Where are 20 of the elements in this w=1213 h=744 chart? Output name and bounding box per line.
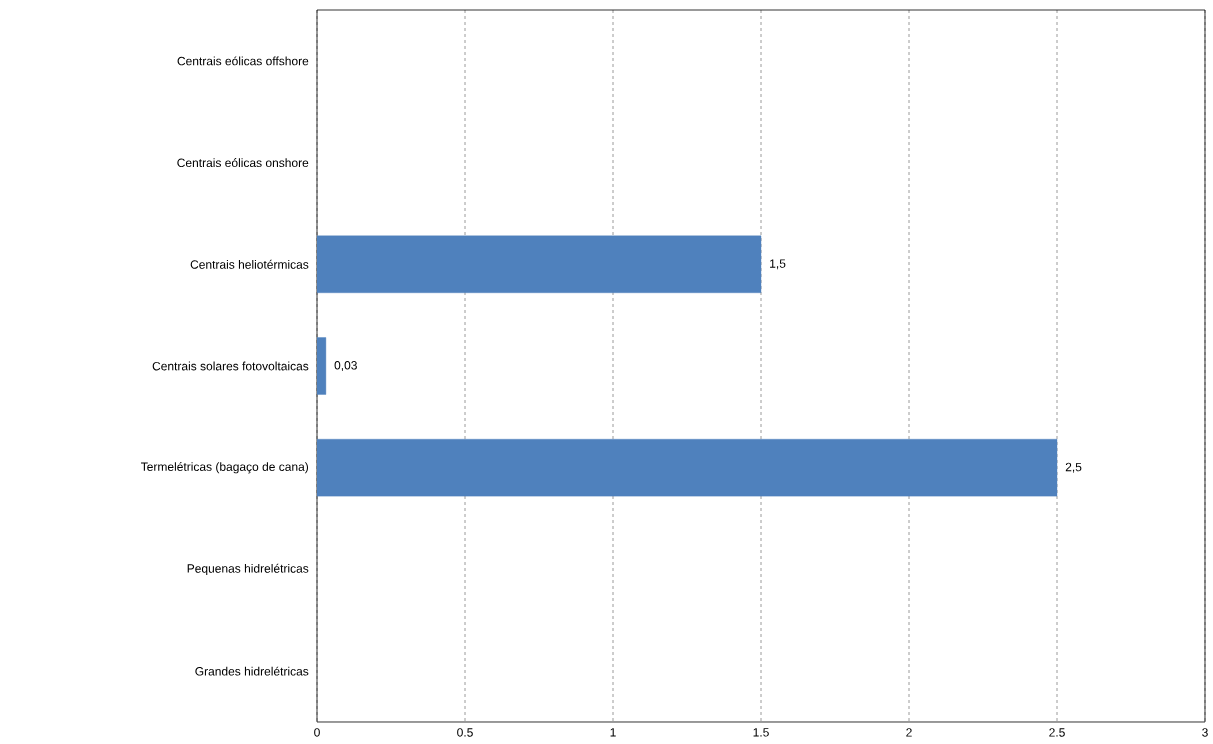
bar [317, 337, 327, 395]
data-label: 0,03 [334, 361, 357, 371]
y-tick-label: Grandes hidrelétricas [195, 666, 309, 676]
bar [317, 235, 762, 293]
x-tick-label: 1 [610, 728, 616, 737]
x-tick-label: 2 [906, 728, 912, 737]
x-tick-label: 0 [314, 728, 320, 737]
x-tick-label: 3 [1202, 728, 1208, 737]
bar [317, 439, 1058, 497]
y-tick-label: Centrais eólicas onshore [177, 158, 309, 168]
x-tick-label: 2.5 [1049, 728, 1065, 737]
x-tick-label: 1.5 [753, 728, 769, 737]
y-tick-label: Termelétricas (bagaço de cana) [140, 462, 309, 474]
y-tick-label: Centrais solares fotovoltaicas [152, 361, 309, 371]
y-tick-label: Centrais eólicas offshore [177, 56, 309, 66]
y-tick-label: Centrais heliotérmicas [190, 259, 309, 269]
data-label: 1,5 [770, 259, 786, 270]
y-tick-label: Pequenas hidrelétricas [187, 563, 309, 576]
x-tick-label: 0.5 [457, 728, 473, 737]
data-label: 2,5 [1065, 462, 1082, 473]
